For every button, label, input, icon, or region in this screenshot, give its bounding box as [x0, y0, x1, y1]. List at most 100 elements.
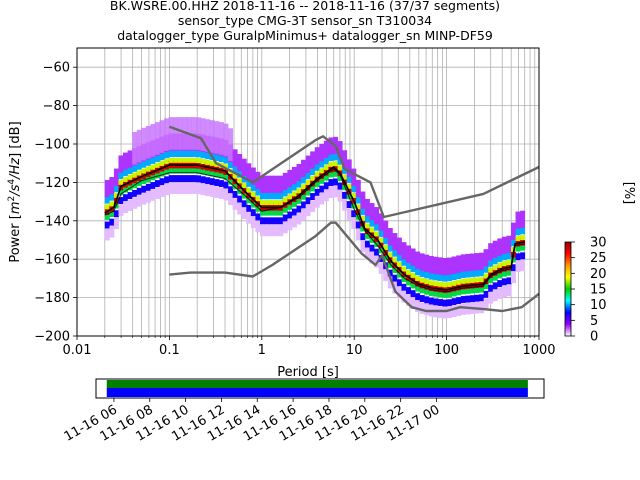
density-cell [159, 160, 165, 166]
density-cell [123, 176, 129, 182]
density-cell [287, 218, 293, 231]
density-cell [278, 224, 284, 237]
x-tick-label: 0.01 [63, 343, 92, 358]
density-cell [223, 164, 229, 170]
density-cell [232, 149, 238, 167]
density-cell [492, 265, 498, 271]
density-cell [433, 298, 439, 306]
density-cell [433, 291, 439, 297]
density-cell [168, 150, 174, 158]
density-cell [136, 187, 142, 195]
density-cell [109, 201, 115, 207]
density-cell [191, 157, 197, 163]
density-cell [401, 277, 407, 283]
density-cell [291, 215, 297, 228]
density-cell [479, 269, 485, 277]
density-cell [273, 175, 279, 193]
density-cell [355, 221, 361, 229]
density-cell [437, 257, 443, 275]
density-cell [374, 223, 380, 231]
density-cell [488, 284, 494, 292]
density-cell [410, 272, 416, 278]
density-cell [401, 258, 407, 266]
density-cell [200, 151, 206, 159]
density-cell [360, 215, 366, 221]
density-cell [232, 173, 238, 179]
density-cell [264, 175, 270, 193]
density-cell [396, 254, 402, 262]
density-cell [369, 244, 375, 252]
density-cell [314, 196, 320, 208]
density-cell [424, 303, 430, 316]
density-cell [118, 179, 124, 185]
density-cell [355, 204, 361, 210]
density-cell [447, 281, 453, 287]
density-cell [460, 296, 466, 303]
density-cell [241, 207, 247, 220]
density-cell [492, 282, 498, 290]
density-cell [451, 291, 457, 297]
density-cell [410, 290, 416, 298]
density-cell [228, 186, 234, 194]
density-cell [113, 185, 119, 193]
density-cell [141, 185, 147, 193]
y-axis-label-exp-2: 4 [7, 179, 17, 185]
density-cell [342, 199, 348, 211]
density-cell [346, 201, 352, 208]
density-cell [214, 172, 220, 178]
density-cell [506, 235, 512, 254]
density-cell [360, 226, 366, 232]
density-cell [469, 295, 475, 303]
density-cell [173, 175, 179, 183]
density-cell [392, 274, 398, 282]
density-cell [278, 210, 284, 216]
density-cell [191, 182, 197, 194]
density-cell [164, 169, 170, 175]
density-cell [159, 185, 165, 198]
density-cell [369, 237, 375, 243]
density-cell [378, 237, 384, 243]
density-cell [296, 180, 302, 188]
density-cell [282, 197, 288, 203]
density-cell [501, 271, 507, 277]
density-cell [351, 185, 357, 193]
noise-model-lower-line [169, 221, 540, 313]
density-cell [209, 178, 215, 186]
density-cell [269, 192, 275, 200]
density-cell [177, 157, 183, 163]
density-outlier-cell [132, 131, 138, 165]
density-cell [392, 257, 398, 263]
density-cell [241, 183, 247, 189]
density-cell [301, 194, 307, 200]
density-cell [392, 233, 398, 251]
density-cell [323, 189, 329, 202]
colorbar-tick-label: 15 [590, 283, 607, 298]
density-cell [319, 143, 325, 162]
density-cell [182, 168, 188, 174]
density-cell [118, 190, 124, 196]
density-cell [186, 150, 192, 158]
density-cell [520, 245, 526, 251]
density-cell [287, 211, 293, 219]
density-cell [451, 256, 457, 274]
density-cell [419, 270, 425, 278]
density-cell [273, 192, 279, 200]
density-cell [127, 167, 133, 175]
density-outlier-cell [173, 117, 179, 150]
colorbar-tick-label: 0 [590, 330, 598, 345]
density-cell [259, 224, 265, 237]
density-cell [346, 183, 352, 189]
density-cell [465, 278, 471, 284]
density-cell [314, 171, 320, 177]
density-outlier-cell [145, 125, 151, 159]
y-tick-label: −100 [34, 138, 70, 153]
density-cell [104, 214, 110, 220]
density-cell [364, 247, 370, 260]
plot-frame [76, 47, 540, 337]
density-cell [200, 176, 206, 184]
density-cell [223, 156, 229, 164]
density-cell [310, 175, 316, 181]
density-cell [428, 272, 434, 280]
density-outlier-cell [150, 124, 156, 157]
x-tick-label: 10 [346, 343, 363, 358]
